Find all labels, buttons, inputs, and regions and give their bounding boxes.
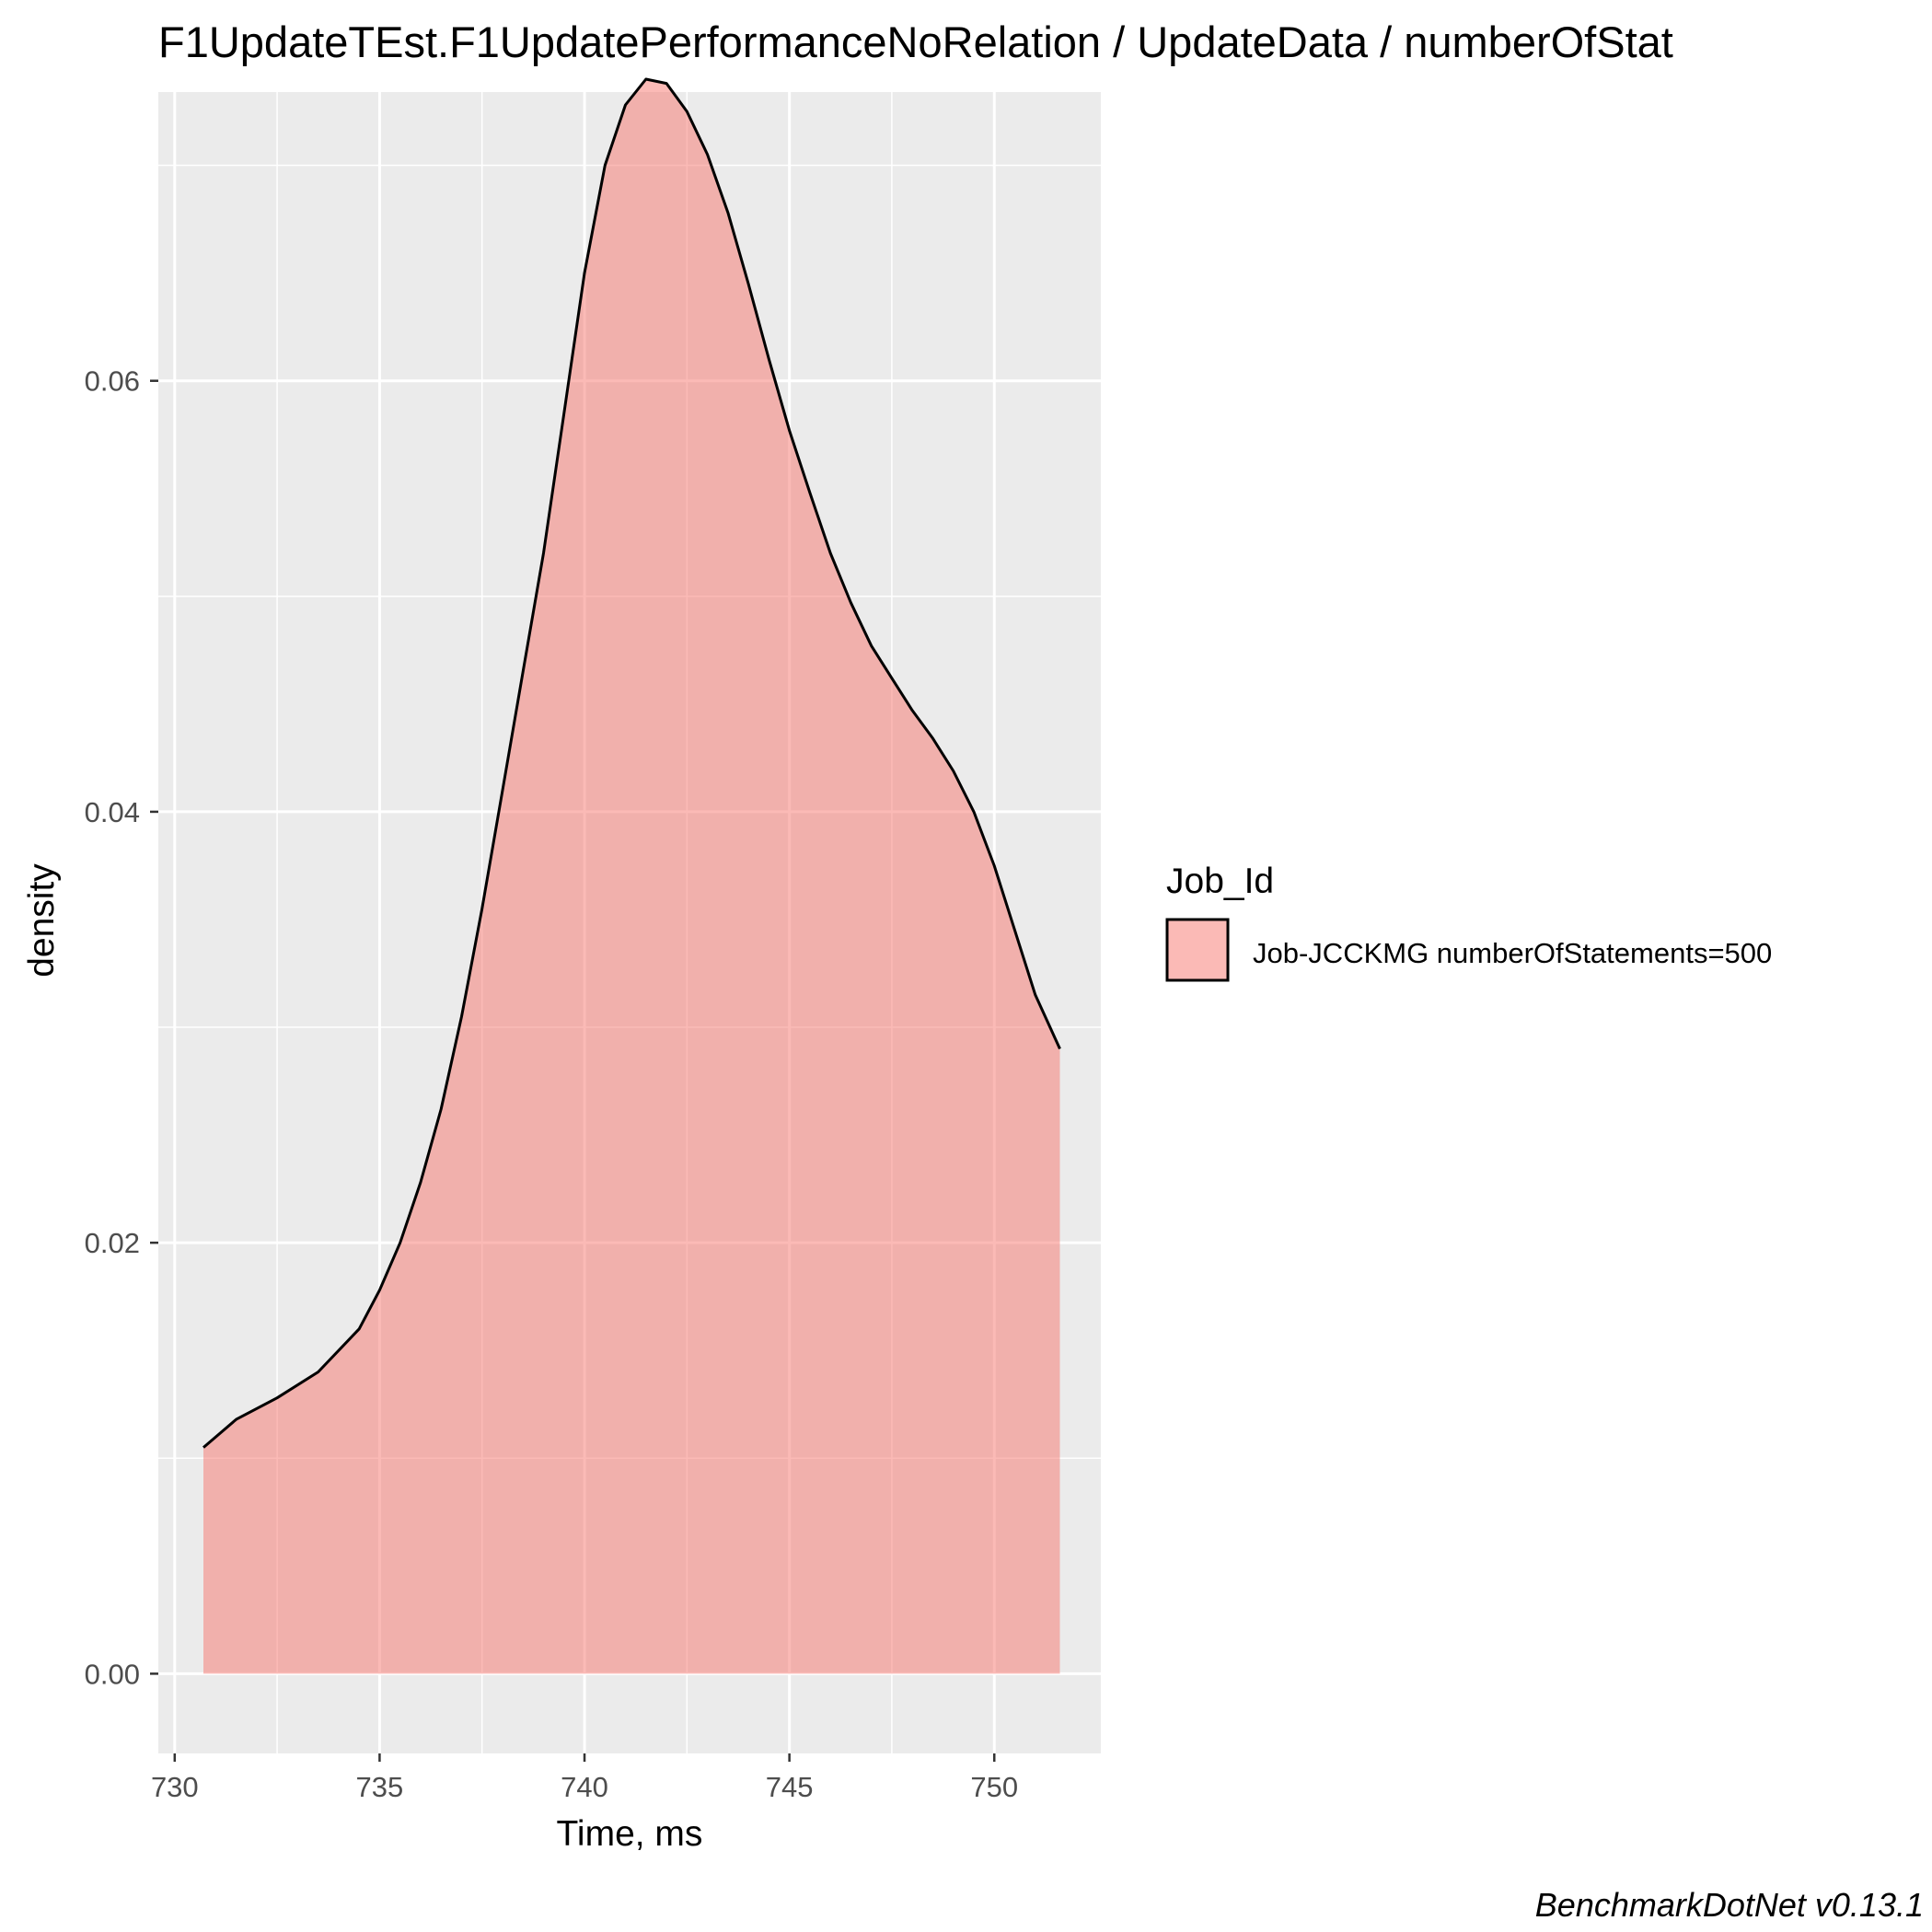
x-axis-label: Time, ms xyxy=(557,1814,703,1854)
y-axis-label: density xyxy=(22,863,62,978)
series-layer xyxy=(202,77,1061,1674)
density-line xyxy=(202,77,1061,1449)
y-tick-label: 0.02 xyxy=(85,1227,140,1259)
legend-key xyxy=(1165,918,1230,982)
y-tick-label: 0.06 xyxy=(85,365,140,398)
density-area xyxy=(203,79,1060,1674)
x-tick-label: 745 xyxy=(766,1771,814,1803)
x-tick-label: 740 xyxy=(561,1771,608,1803)
legend-entry-label: Job-JCCKMG numberOfStatements=500 xyxy=(1253,937,1772,969)
y-tick-label: 0.00 xyxy=(85,1658,140,1690)
x-axis: 730 735 740 745 750 xyxy=(151,1753,1018,1803)
x-tick-label: 750 xyxy=(970,1771,1018,1803)
x-tick-label: 730 xyxy=(151,1771,199,1803)
legend: Job_Id Job-JCCKMG numberOfStatements=500 xyxy=(1165,862,1772,982)
legend-title: Job_Id xyxy=(1166,862,1274,901)
x-tick-label: 735 xyxy=(356,1771,404,1803)
y-axis: 0.00 0.02 0.04 0.06 xyxy=(85,365,158,1690)
caption: BenchmarkDotNet v0.13.1 xyxy=(1535,1886,1924,1924)
chart-title: F1UpdateTEst.F1UpdatePerformanceNoRelati… xyxy=(158,17,1673,66)
y-tick-label: 0.04 xyxy=(85,796,140,828)
